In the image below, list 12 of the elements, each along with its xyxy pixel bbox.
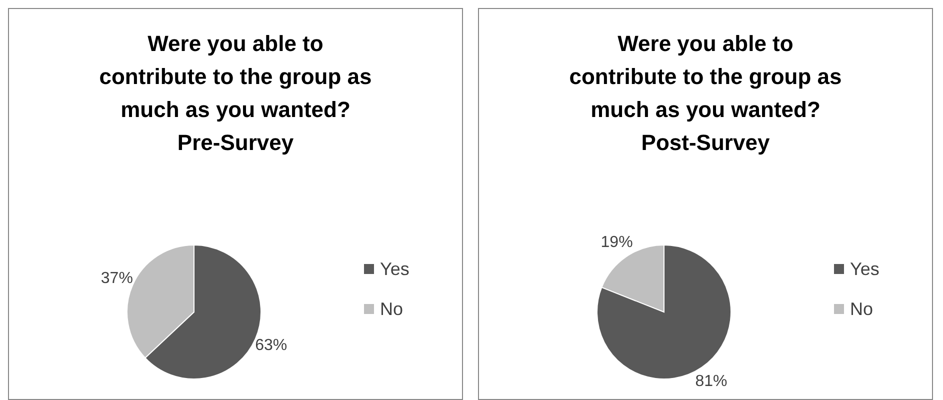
data-label: 81% bbox=[695, 372, 728, 390]
legend-label: No bbox=[850, 298, 874, 320]
chart-subtitle: Post-Survey bbox=[640, 129, 771, 157]
legend-label: No bbox=[380, 298, 404, 320]
data-label: 63% bbox=[255, 336, 288, 354]
chart-title: Were you able to contribute to the group as much as you wanted? bbox=[98, 30, 373, 124]
data-label: 37% bbox=[100, 270, 133, 288]
chart-title: Were you able to contribute to the group as much as you wanted? bbox=[568, 30, 843, 124]
chart-subtitle: Pre-Survey bbox=[176, 129, 295, 157]
data-label: 19% bbox=[600, 234, 633, 252]
legend-label: Yes bbox=[380, 258, 410, 280]
legend-label: Yes bbox=[850, 258, 880, 280]
